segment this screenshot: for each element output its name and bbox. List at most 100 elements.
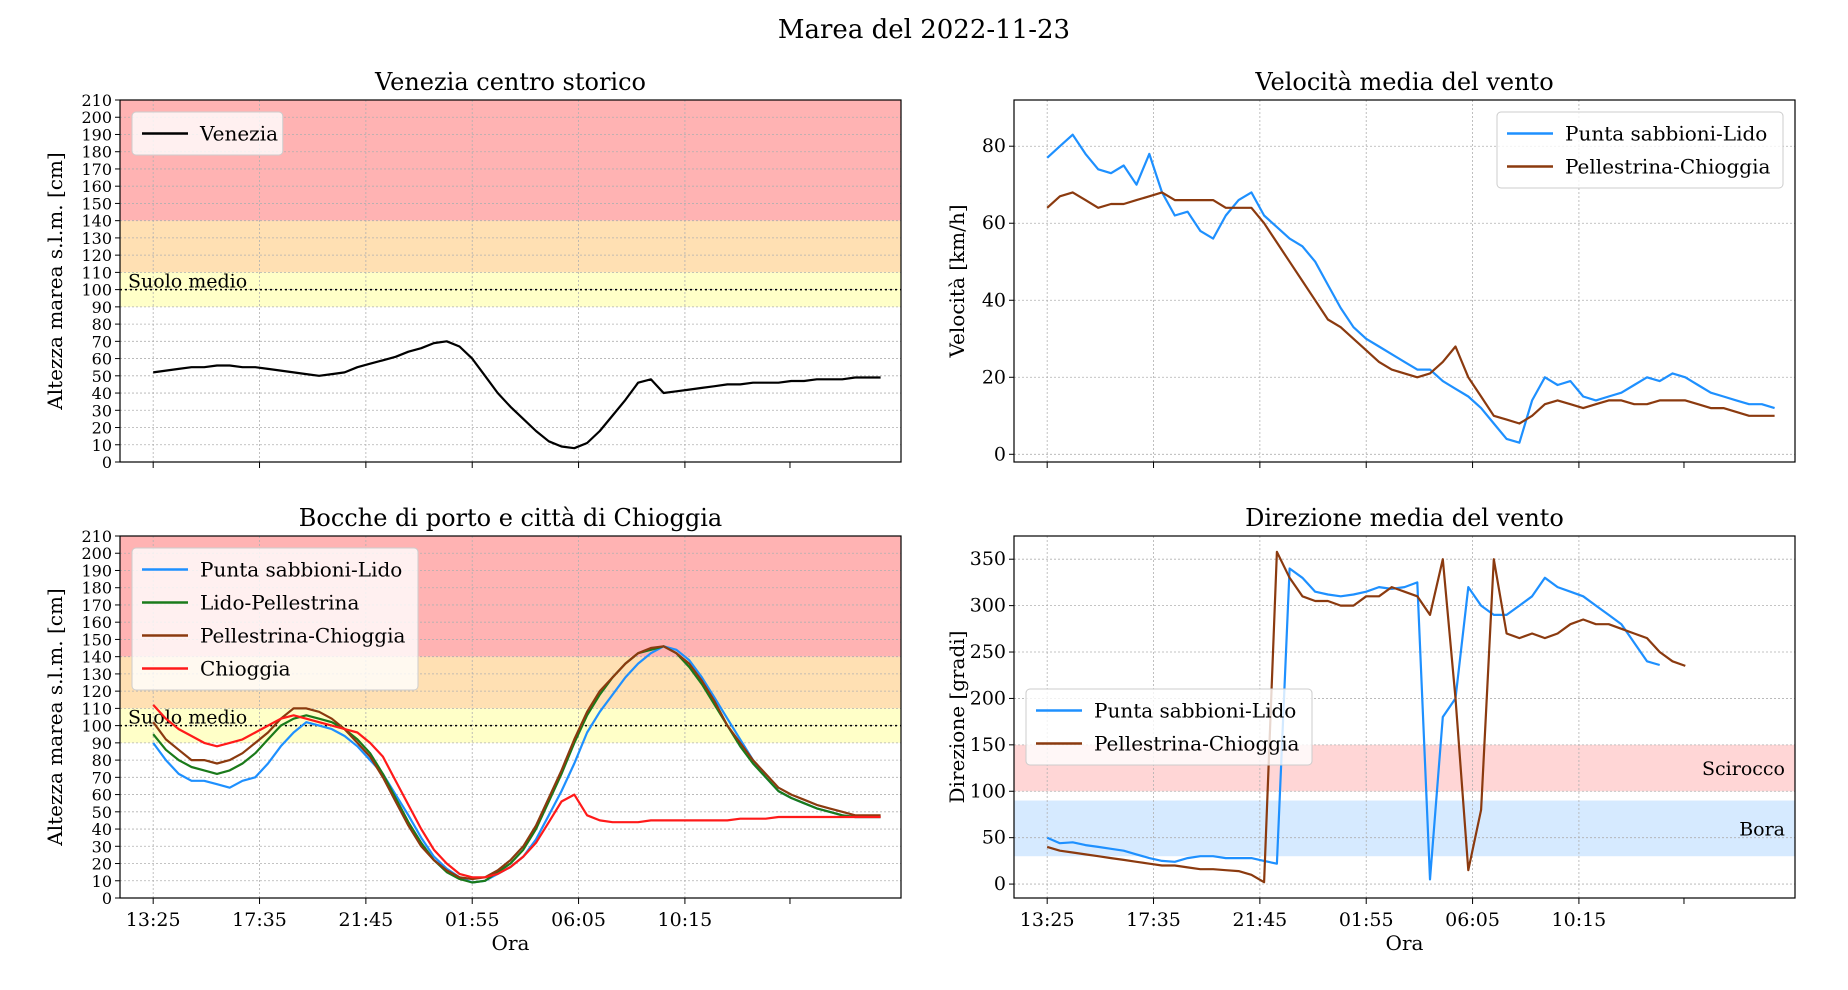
y-tick-label: 180 (81, 143, 112, 162)
y-tick-label: 160 (81, 177, 112, 196)
y-tick-label: 150 (970, 734, 1006, 756)
y-tick-label: 40 (982, 289, 1006, 311)
legend-entry: Venezia (199, 122, 278, 146)
y-tick-label: 190 (81, 561, 112, 580)
reference-line-label: Suolo medio (128, 707, 247, 729)
axes-frame (1013, 99, 1796, 463)
x-tick-label: 21:45 (1232, 909, 1287, 931)
y-tick-label: 130 (81, 665, 112, 684)
figure-title: Marea del 2022-11-23 (778, 15, 1070, 45)
band-label: Bora (1739, 818, 1785, 840)
legend: Punta sabbioni-Lido Lido-Pellestrina Pelle… (131, 547, 419, 691)
x-tick-label: 17:35 (1126, 909, 1181, 931)
y-axis-label: Direzione [gradi] (945, 631, 969, 804)
y-tick-label: 30 (92, 401, 112, 420)
x-tick-label: 13:25 (126, 909, 181, 931)
legend-box (1496, 111, 1784, 189)
legend-entry: Chioggia (200, 657, 291, 681)
y-tick-label: 210 (81, 91, 112, 110)
x-axis-label: Ora (1386, 931, 1424, 955)
series-line-1 (1046, 567, 1661, 881)
y-tick-label: 150 (81, 630, 112, 649)
y-tick-label: 100 (81, 281, 112, 300)
series-line-4 (152, 704, 881, 879)
y-tick-label: 10 (92, 436, 112, 455)
y-axis-label: Velocità [km/h] (945, 204, 969, 358)
legend-entry: Punta sabbioni-Lido (200, 558, 402, 582)
legend: Venezia (131, 111, 284, 156)
y-tick-label: 10 (92, 872, 112, 891)
y-tick-label: 190 (81, 125, 112, 144)
y-tick-label: 40 (92, 384, 112, 403)
y-tick-label: 20 (92, 419, 112, 438)
y-tick-label: 350 (970, 548, 1006, 570)
x-tick-label: 21:45 (338, 909, 393, 931)
x-tick-label: 01:55 (1339, 909, 1394, 931)
y-tick-label: 100 (81, 717, 112, 736)
axes-frame (119, 99, 902, 463)
y-tick-label: 80 (92, 315, 112, 334)
chart-title: Direzione media del vento (1245, 504, 1564, 532)
y-tick-label: 20 (92, 855, 112, 874)
y-tick-label: 200 (970, 687, 1006, 709)
y-tick-label: 140 (81, 648, 112, 667)
x-axis-label: Ora (492, 931, 530, 955)
reference-line-label: Suolo medio (128, 271, 247, 293)
y-tick-label: 100 (970, 780, 1006, 802)
legend: Punta sabbioni-Lido Pellestrina-Chioggia (1496, 111, 1784, 189)
x-tick-label: 10:15 (658, 909, 713, 931)
chart-panel-2: 0 20 40 60 80 Velocità media del vento Velocit… (945, 68, 1796, 468)
y-tick-label: 30 (92, 837, 112, 856)
legend-entry: Pellestrina-Chioggia (1565, 155, 1770, 179)
chart-title: Venezia centro storico (374, 68, 646, 96)
y-tick-label: 130 (81, 229, 112, 248)
band-2 (1014, 800, 1795, 857)
y-tick-label: 80 (982, 135, 1006, 157)
x-tick-label: 01:55 (445, 909, 500, 931)
legend-box (1025, 688, 1313, 766)
legend-entry: Pellestrina-Chioggia (200, 624, 405, 648)
y-tick-label: 80 (92, 751, 112, 770)
series-line-1 (153, 340, 881, 450)
legend: Punta sabbioni-Lido Pellestrina-Chioggia (1025, 688, 1313, 766)
y-tick-label: 50 (982, 827, 1006, 849)
axes-frame (1013, 535, 1796, 899)
y-tick-label: 0 (994, 873, 1006, 895)
y-tick-label: 20 (982, 366, 1006, 388)
y-tick-label: 0 (102, 453, 112, 472)
chart-title: Bocche di porto e città di Chioggia (299, 504, 722, 532)
x-tick-label: 06:05 (1445, 909, 1500, 931)
chart-panel-1: Suolo medio01020304050607080901001101201… (43, 68, 902, 472)
y-tick-label: 50 (92, 803, 112, 822)
y-tick-label: 170 (81, 160, 112, 179)
y-tick-label: 70 (92, 332, 112, 351)
legend-entry: Pellestrina-Chioggia (1094, 732, 1299, 756)
y-axis-label: Altezza marea s.l.m. [cm] (43, 152, 67, 410)
band-label: Scirocco (1702, 758, 1785, 780)
series-line-3 (152, 645, 881, 881)
chart-panel-4: Scirocco Bora 0 50 100 150 200 250 300 350 13:25 17… (945, 504, 1796, 955)
y-tick-label: 170 (81, 596, 112, 615)
y-tick-label: 200 (81, 544, 112, 563)
y-tick-label: 0 (102, 889, 112, 908)
legend-entry: Punta sabbioni-Lido (1094, 699, 1296, 723)
y-tick-label: 60 (982, 212, 1006, 234)
y-tick-label: 250 (970, 641, 1006, 663)
chart-title: Velocità media del vento (1254, 68, 1553, 96)
y-tick-label: 0 (994, 443, 1006, 465)
chart-panel-3: Suolo medio01020304050607080901001101201… (43, 504, 902, 955)
series-line-2 (1046, 191, 1775, 425)
legend-entry: Lido-Pellestrina (200, 591, 359, 615)
axes-frame (119, 535, 902, 899)
y-tick-label: 110 (81, 263, 112, 282)
band-2 (120, 220, 901, 273)
y-tick-label: 50 (92, 367, 112, 386)
y-tick-label: 60 (92, 786, 112, 805)
x-tick-label: 10:15 (1552, 909, 1607, 931)
x-tick-label: 17:35 (232, 909, 287, 931)
y-tick-label: 40 (92, 820, 112, 839)
y-tick-label: 200 (81, 108, 112, 127)
y-tick-label: 160 (81, 613, 112, 632)
y-tick-label: 110 (81, 699, 112, 718)
